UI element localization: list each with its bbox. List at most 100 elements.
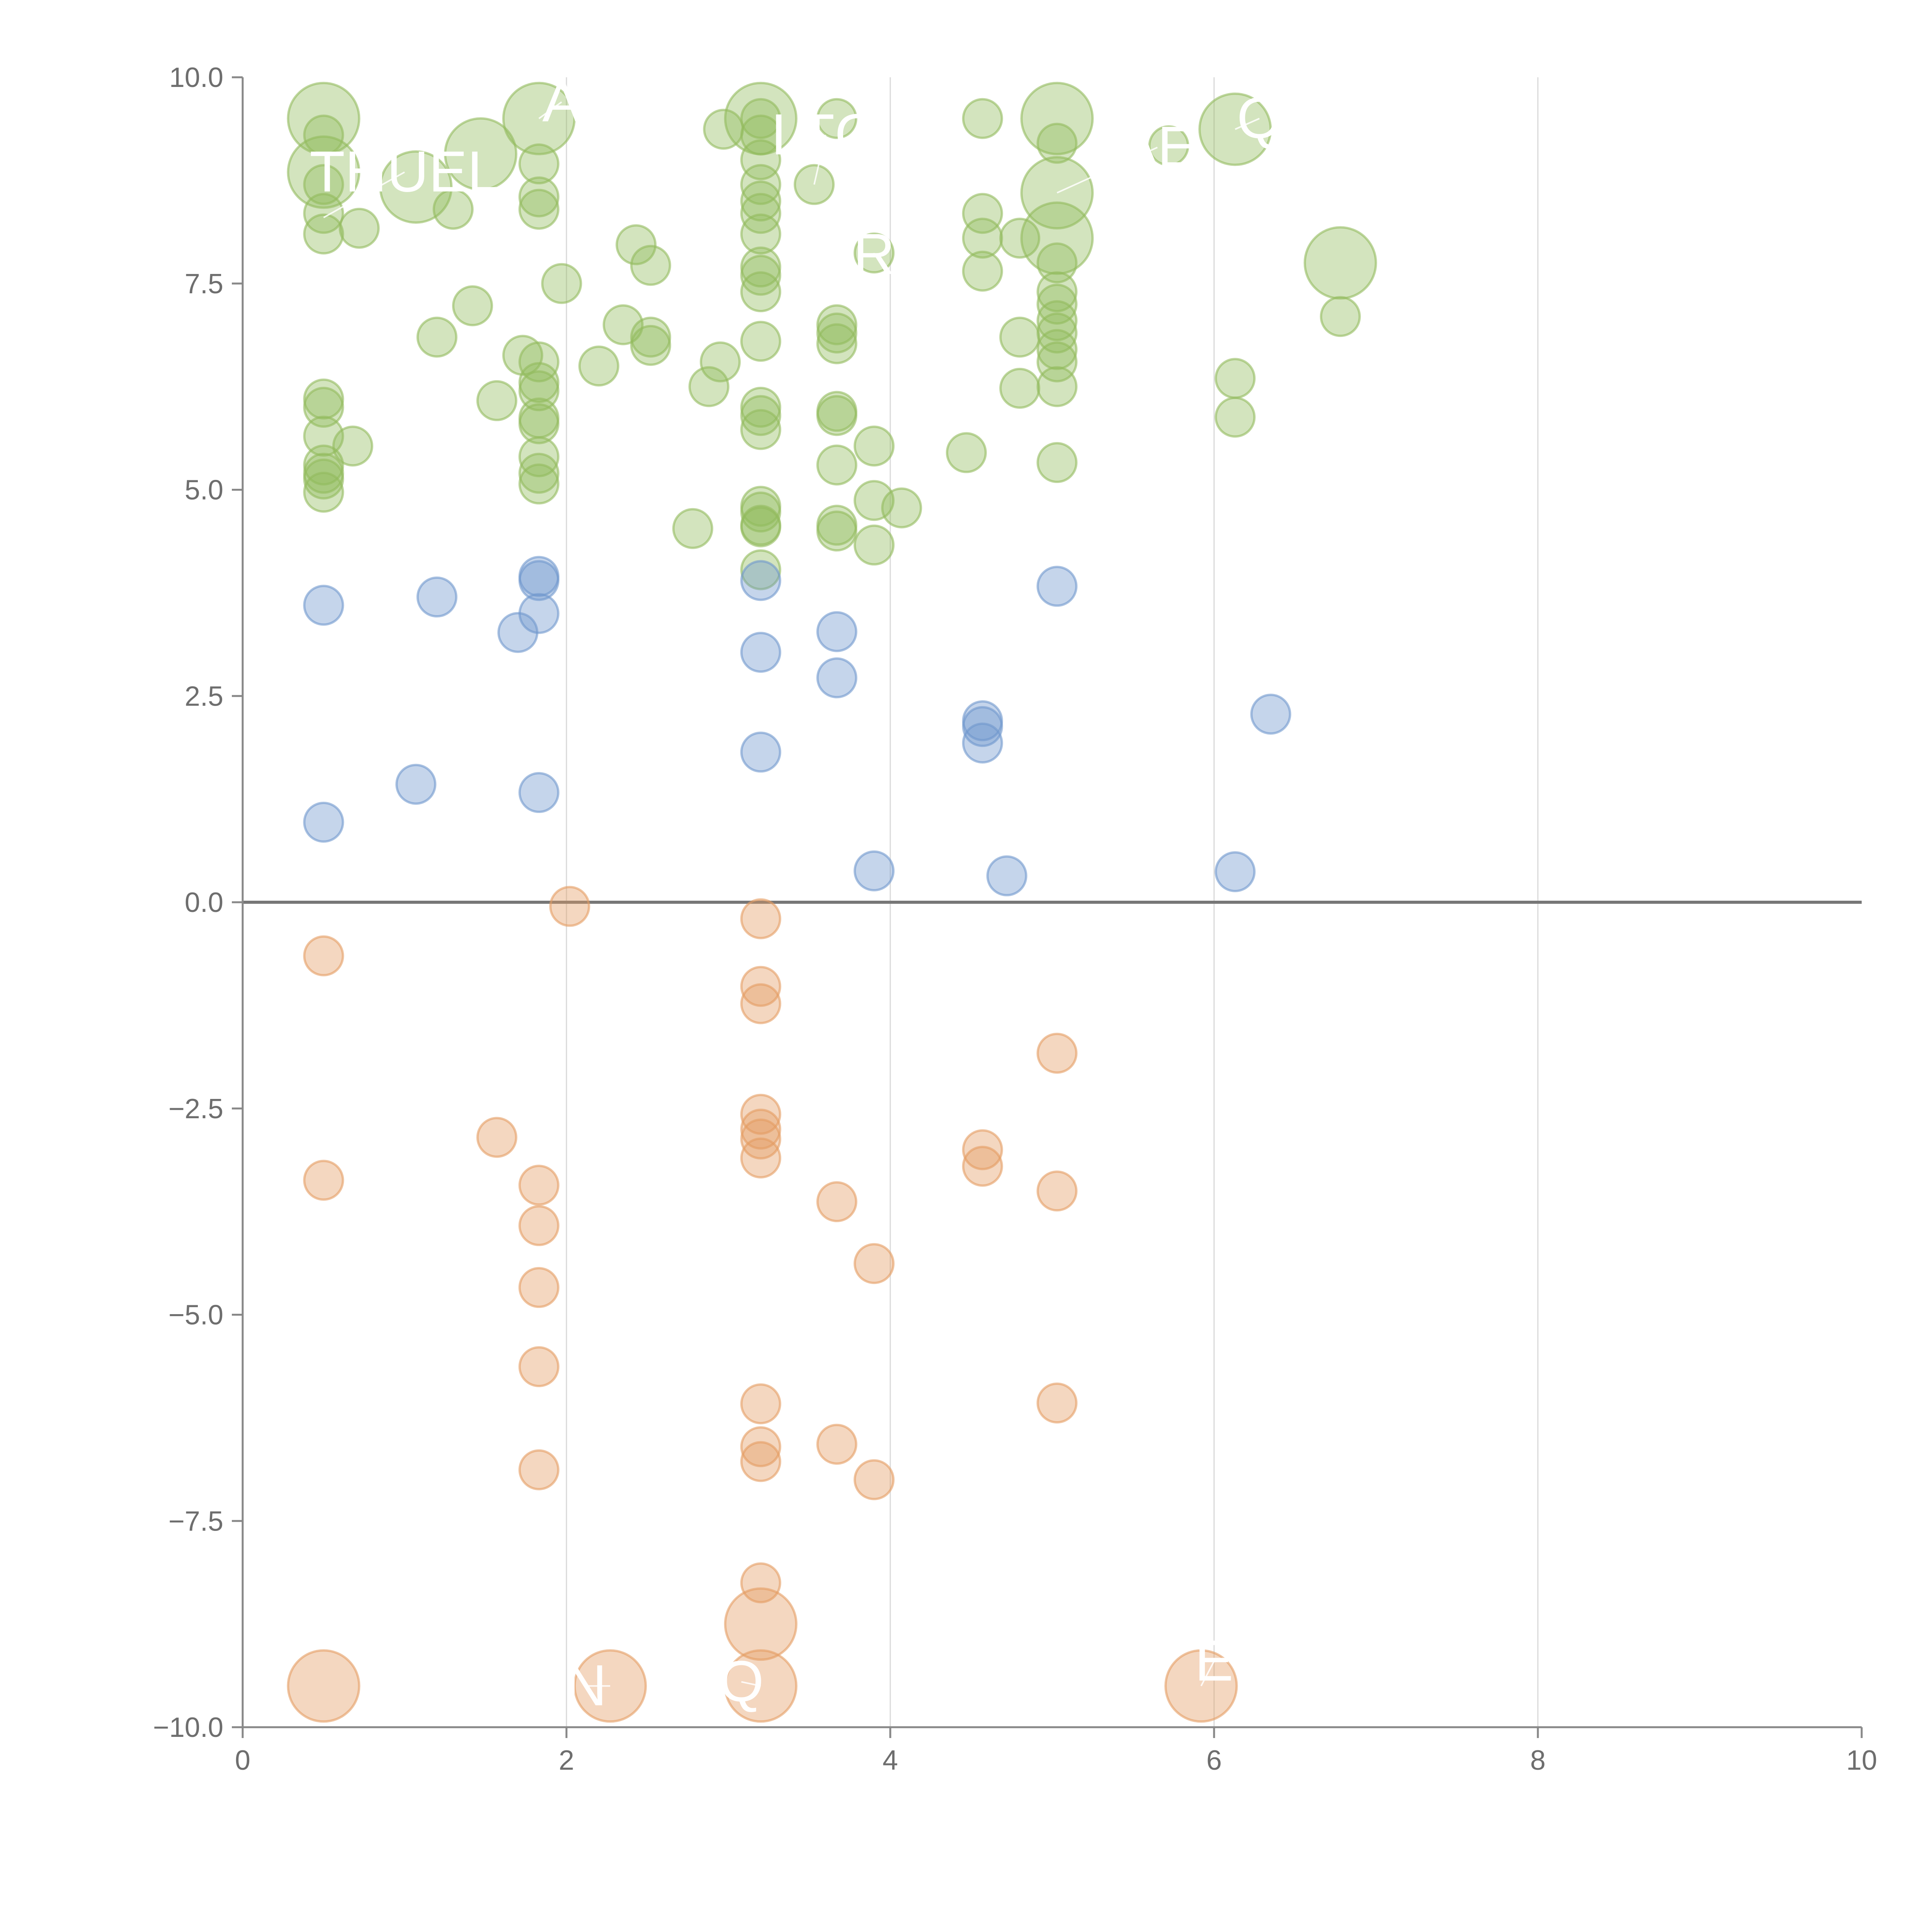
data-point [541, 263, 582, 304]
data-point [1036, 566, 1078, 607]
annotation-leader [1200, 1661, 1215, 1687]
data-point [740, 1562, 781, 1604]
data-point [816, 1181, 857, 1223]
data-point [740, 632, 781, 673]
data-point [518, 176, 560, 218]
data-point [854, 524, 895, 566]
data-point [303, 164, 344, 205]
data-point [518, 452, 560, 494]
y-tick-label: 7.5 [185, 269, 223, 299]
data-point [740, 98, 781, 139]
y-tick-label: −7.5 [168, 1506, 223, 1537]
data-point [303, 193, 344, 234]
data-point [1214, 358, 1256, 399]
data-point [287, 1649, 361, 1723]
data-point [1036, 1382, 1078, 1423]
data-point [518, 143, 560, 185]
axes: 0 2 4 6 8 10 −10.0 −7.5 −5.0 −2.5 0.0 2.5 5.0 7.5 10.0 [153, 62, 1877, 1776]
data-point [740, 395, 781, 436]
data-point [395, 764, 437, 805]
data-points [287, 82, 1377, 1723]
data-point [518, 1346, 560, 1388]
data-point [740, 213, 781, 255]
data-point [962, 250, 1003, 292]
data-point [740, 549, 781, 590]
y-tick-label: −10.0 [153, 1712, 223, 1743]
data-point [1036, 442, 1078, 483]
point-label: A [542, 69, 581, 134]
data-point [724, 1587, 798, 1661]
data-point [740, 560, 781, 601]
annotation-leader [741, 1681, 761, 1687]
data-point [740, 1426, 781, 1468]
data-point [740, 506, 781, 548]
data-point [740, 492, 781, 533]
data-point [740, 114, 781, 156]
point-label: N [565, 1653, 607, 1718]
data-point [854, 480, 895, 521]
data-point [999, 218, 1041, 259]
point-label: R [853, 221, 895, 286]
data-point [497, 612, 539, 653]
data-point [416, 577, 457, 618]
data-point [332, 425, 373, 467]
data-point [630, 325, 671, 366]
data-point [602, 304, 644, 345]
y-tick-label: 5.0 [185, 475, 223, 506]
x-tick-label: 10 [1846, 1745, 1877, 1776]
data-point [452, 285, 493, 327]
data-point [338, 207, 380, 249]
data-point [1250, 694, 1291, 735]
annotation-leader [538, 101, 562, 119]
data-point [1214, 851, 1256, 893]
data-point [518, 1205, 560, 1246]
data-point [816, 657, 857, 699]
data-point [303, 114, 344, 156]
data-point [303, 458, 344, 500]
y-tick-label: 10.0 [169, 62, 223, 93]
data-point [962, 1146, 1003, 1187]
data-point [518, 189, 560, 230]
data-point [688, 366, 730, 407]
data-point [1036, 1032, 1078, 1074]
data-point [1320, 296, 1361, 337]
point-label: Q [719, 1649, 764, 1714]
data-point [740, 966, 781, 1007]
data-point [1036, 366, 1078, 407]
point-label: E [1195, 1628, 1233, 1693]
data-point [740, 164, 781, 205]
data-point [816, 1423, 857, 1465]
data-point [740, 271, 781, 313]
data-point [962, 98, 1003, 139]
data-point [962, 706, 1003, 747]
data-point [740, 1094, 781, 1135]
data-point [740, 321, 781, 362]
data-point [1036, 122, 1078, 164]
data-point [672, 508, 713, 549]
data-point [303, 387, 344, 428]
data-point [518, 341, 560, 383]
data-point [616, 224, 657, 265]
data-point [1036, 1170, 1078, 1212]
data-point [881, 487, 922, 529]
data-point [700, 341, 741, 383]
annotation-leader [1056, 146, 1158, 194]
data-point [962, 193, 1003, 234]
data-point [740, 193, 781, 234]
data-point [816, 395, 857, 436]
data-point [1148, 125, 1189, 167]
data-point [816, 323, 857, 364]
x-tick-label: 4 [883, 1745, 898, 1776]
data-point [740, 1441, 781, 1482]
data-point [1036, 300, 1078, 341]
data-point [740, 180, 781, 222]
data-point [444, 117, 517, 191]
y-tick-label: 2.5 [185, 681, 223, 712]
annotation-leader [813, 135, 827, 185]
data-point [518, 772, 560, 813]
data-point [816, 611, 857, 652]
data-point [740, 139, 781, 180]
data-point [518, 463, 560, 505]
data-point [578, 345, 619, 387]
